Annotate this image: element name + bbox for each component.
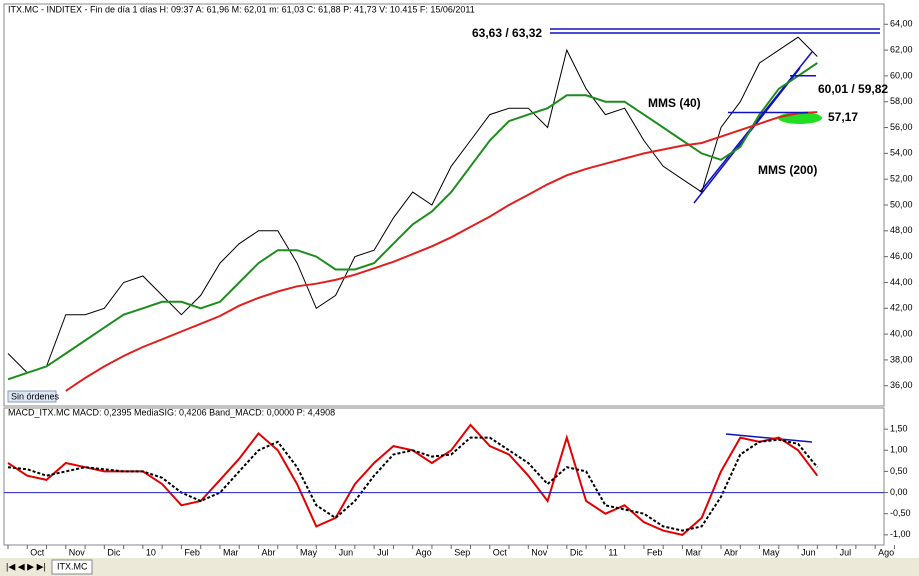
x-tick-label: Dic (570, 547, 583, 557)
y-tick-label: 60,00 (890, 70, 913, 80)
y-tick-label: 0,00 (890, 487, 908, 497)
x-tick-label: Jul (840, 547, 852, 557)
x-tick-label: Oct (493, 547, 508, 557)
x-tick-label: Jun (339, 547, 354, 557)
x-tick-label: Feb (184, 547, 200, 557)
x-tick-label: 11 (608, 547, 617, 557)
x-tick-label: May (300, 547, 318, 557)
annotation: MMS (40) (648, 96, 701, 110)
annotation: MMS (200) (758, 163, 817, 177)
y-tick-label: 50,00 (890, 199, 913, 209)
y-tick-label: 40,00 (890, 328, 913, 338)
x-tick-label: Ago (878, 547, 894, 557)
x-tick-label: 10 (146, 547, 156, 557)
x-tick-label: Mar (685, 547, 701, 557)
annotation: 63,63 / 63,32 (472, 26, 542, 40)
tab-nav[interactable]: |◀ ◀ ▶ ▶| (6, 561, 46, 571)
y-tick-label: 64,00 (890, 19, 913, 29)
x-tick-label: May (763, 547, 781, 557)
status-box (7, 390, 57, 403)
tab-bar (0, 558, 919, 576)
tab[interactable] (51, 559, 93, 575)
x-tick-label: Abr (724, 547, 738, 557)
price-header: ITX.MC - INDITEX - Fin de día 1 días H: … (8, 4, 475, 14)
annotation: 57,17 (828, 110, 858, 124)
y-tick-label: 52,00 (890, 174, 913, 184)
y-tick-label: -1,00 (890, 529, 911, 539)
x-tick-label: Abr (262, 547, 276, 557)
y-tick-label: 56,00 (890, 122, 913, 132)
y-tick-label: 58,00 (890, 96, 913, 106)
x-tick-label: Ago (416, 547, 432, 557)
y-tick-label: -0,50 (890, 508, 911, 518)
y-tick-label: 36,00 (890, 380, 913, 390)
x-tick-label: Nov (69, 547, 86, 557)
macd-header: MACD_ITX.MC MACD: 0,2395 MediaSIG: 0,420… (8, 407, 335, 417)
x-tick-label: Nov (531, 547, 548, 557)
series-line (65, 111, 818, 392)
series-line (7, 436, 819, 532)
y-tick-label: 62,00 (890, 44, 913, 54)
y-tick-label: 0,50 (890, 466, 908, 476)
macd-frame (3, 407, 885, 546)
series-line (7, 62, 818, 381)
x-tick-label: Jun (801, 547, 816, 557)
x-tick-label: Feb (647, 547, 663, 557)
annotation: 60,01 / 59,82 (818, 82, 888, 96)
macd-trend-line (725, 433, 813, 443)
series-line (7, 36, 818, 374)
x-tick-label: Dic (107, 547, 120, 557)
y-tick-label: 44,00 (890, 277, 913, 287)
x-tick-label: Jul (377, 547, 389, 557)
y-tick-label: 46,00 (890, 251, 913, 261)
tab-label[interactable]: ITX.MC (57, 561, 88, 571)
y-tick-label: 38,00 (890, 354, 913, 364)
status: Sin órdenes (11, 391, 60, 401)
y-tick-label: 1,00 (890, 445, 908, 455)
y-tick-label: 42,00 (890, 303, 913, 313)
x-tick-label: Sep (454, 547, 470, 557)
y-tick-label: 54,00 (890, 148, 913, 158)
x-tick-label: Oct (30, 547, 45, 557)
x-tick-label: Mar (223, 547, 239, 557)
y-tick-label: 48,00 (890, 225, 913, 235)
y-tick-label: 1,50 (890, 424, 908, 434)
